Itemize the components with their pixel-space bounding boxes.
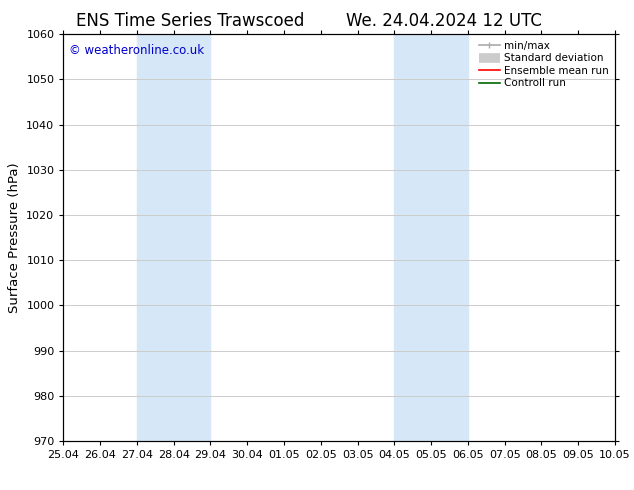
- Legend: min/max, Standard deviation, Ensemble mean run, Controll run: min/max, Standard deviation, Ensemble me…: [476, 37, 612, 92]
- Text: © weatheronline.co.uk: © weatheronline.co.uk: [69, 45, 204, 57]
- Text: ENS Time Series Trawscoed: ENS Time Series Trawscoed: [76, 12, 304, 30]
- Y-axis label: Surface Pressure (hPa): Surface Pressure (hPa): [8, 162, 21, 313]
- Bar: [394, 34, 468, 441]
- Text: We. 24.04.2024 12 UTC: We. 24.04.2024 12 UTC: [346, 12, 541, 30]
- Bar: [137, 34, 210, 441]
